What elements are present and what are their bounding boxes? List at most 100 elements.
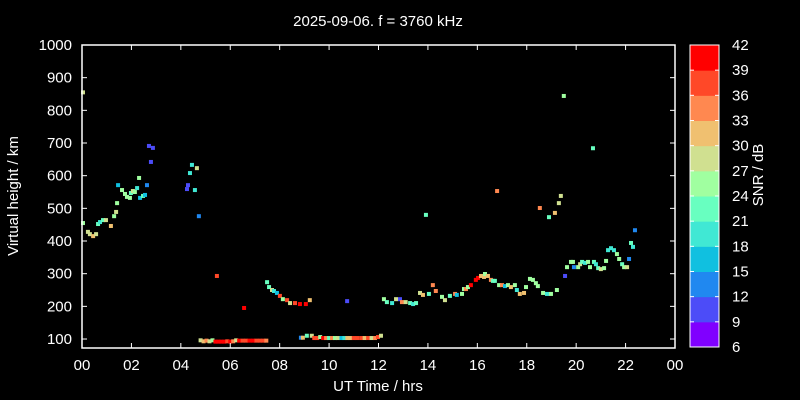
data-point (512, 283, 517, 288)
colorbar-tick-label: 39 (732, 62, 749, 79)
data-point (447, 293, 452, 298)
data-point (468, 283, 473, 288)
colorbar-label: SNR / dB (750, 144, 767, 207)
data-point (580, 259, 585, 264)
y-tick-label: 300 (47, 266, 72, 283)
data-point (185, 187, 190, 192)
data-point (150, 145, 155, 150)
data-point (210, 338, 215, 343)
data-point (556, 201, 561, 206)
data-point (80, 221, 85, 226)
data-point (335, 336, 340, 341)
data-point (418, 290, 423, 295)
plot-frame (81, 44, 676, 349)
data-point (545, 291, 550, 296)
data-point (342, 336, 347, 341)
data-point (355, 336, 360, 341)
data-point (629, 240, 634, 245)
data-point (394, 297, 399, 302)
data-point (627, 256, 632, 261)
data-point (527, 276, 532, 281)
data-point (563, 273, 568, 278)
data-point (247, 338, 252, 343)
data-point (312, 336, 317, 341)
data-point (465, 285, 470, 290)
data-point (345, 336, 350, 341)
data-point (384, 300, 389, 305)
data-point (114, 209, 119, 214)
data-point (122, 191, 127, 196)
data-point (590, 146, 595, 151)
data-point (591, 259, 596, 264)
data-point (303, 302, 308, 307)
plot-marks (80, 90, 637, 344)
data-point (339, 336, 344, 341)
data-point (138, 195, 143, 200)
data-point (522, 290, 527, 295)
data-point (479, 273, 484, 278)
y-tick-label: 1000 (39, 37, 72, 54)
data-point (583, 260, 588, 265)
data-point (625, 265, 630, 270)
data-point (242, 305, 247, 310)
data-point (277, 293, 282, 298)
data-point (288, 301, 293, 306)
y-axis: 100 200 300 400 500 600 700 800 900 1000 (39, 37, 675, 348)
colorbar-tick-label: 15 (732, 264, 749, 281)
data-point (390, 301, 395, 306)
data-point (300, 335, 305, 340)
colorbar-tick-label: 12 (732, 289, 749, 306)
data-point (611, 248, 616, 253)
data-point (423, 212, 428, 217)
data-point (588, 265, 593, 270)
data-point (304, 333, 309, 338)
colorbar-segment (690, 70, 719, 96)
data-point (204, 338, 209, 343)
data-point (101, 218, 106, 223)
data-point (196, 214, 201, 219)
data-point (565, 265, 570, 270)
data-point (257, 338, 262, 343)
data-point (630, 244, 635, 249)
data-point (414, 301, 419, 306)
data-point (132, 190, 137, 195)
data-point (345, 299, 350, 304)
data-point (617, 256, 622, 261)
data-point (265, 280, 270, 285)
colorbar-segment (690, 120, 719, 147)
data-point (554, 288, 559, 293)
data-point (586, 259, 591, 264)
data-point (460, 291, 465, 296)
data-point (533, 281, 538, 286)
data-point (578, 262, 583, 267)
y-tick-label: 800 (47, 102, 72, 119)
x-tick-label: 00 (74, 357, 91, 374)
data-point (261, 338, 266, 343)
colorbar-tick-label: 27 (732, 163, 749, 180)
data-point (228, 339, 233, 344)
data-point (620, 262, 625, 267)
data-point (632, 228, 637, 233)
data-point (225, 339, 230, 344)
y-tick-label: 400 (47, 233, 72, 250)
data-point (144, 183, 149, 188)
data-point (127, 195, 132, 200)
data-point (403, 300, 408, 305)
snr-colorbar: 6 9 12 15 18 21 24 27 30 33 36 39 42 (689, 37, 749, 356)
colorbar-tick-label: 33 (732, 113, 749, 130)
colorbar-tick-label: 21 (732, 213, 749, 230)
data-point (397, 297, 402, 302)
data-point (85, 229, 90, 234)
data-point (185, 183, 190, 188)
x-tick-label: 14 (420, 357, 437, 374)
x-tick-label: 04 (172, 357, 189, 374)
data-point (476, 275, 481, 280)
colorbar-segment (690, 95, 719, 121)
data-point (570, 259, 575, 264)
data-point (240, 338, 245, 343)
data-point (602, 266, 607, 271)
data-point (482, 274, 487, 279)
data-point (330, 336, 335, 341)
data-point (216, 339, 221, 344)
colorbar-tick-label: 6 (732, 339, 740, 356)
